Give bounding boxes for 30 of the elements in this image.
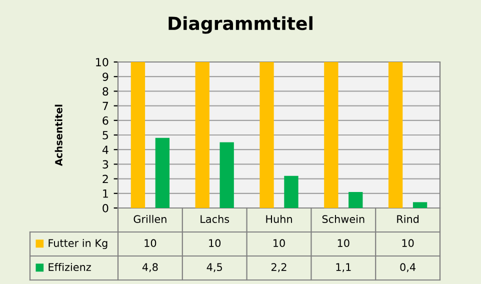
data-label: 10 [338, 239, 350, 248]
data-label: 2,2 [271, 263, 286, 272]
data-label: 10 [209, 239, 221, 248]
data-label: 4,8 [142, 263, 158, 272]
y-tick-label: 9 [102, 72, 108, 81]
y-tick-label: 5 [102, 131, 108, 140]
x-tick-label: Huhn [266, 214, 292, 224]
y-tick-label: 7 [102, 102, 108, 110]
x-tick-label: Rind [397, 214, 419, 224]
x-tick-label: Schwein [322, 214, 364, 224]
data-label: 10 [402, 239, 414, 248]
y-axis-title: Achsentitel [54, 104, 62, 166]
data-label: 10 [144, 239, 156, 248]
y-tick-label: 2 [102, 174, 108, 184]
y-tick-label: 8 [102, 87, 108, 96]
data-label: 10 [274, 239, 285, 248]
y-tick-label: 10 [96, 58, 108, 66]
data-label: 0,4 [400, 263, 416, 272]
legend-label: Futter in Kg [48, 238, 108, 250]
data-label: 4,5 [206, 263, 222, 272]
x-tick-label: Lachs [200, 214, 230, 224]
y-tick-label: 4 [102, 146, 108, 154]
y-tick-label: 3 [102, 160, 108, 169]
x-tick-label: Grillen [134, 214, 166, 224]
y-tick-label: 6 [102, 116, 108, 125]
legend-label: Effizienz [48, 262, 91, 272]
data-label: 1,1 [336, 263, 351, 272]
y-tick-label: 0 [102, 204, 108, 212]
y-tick-label: 1 [103, 190, 108, 198]
chart-title: Diagrammtitel [168, 16, 312, 34]
